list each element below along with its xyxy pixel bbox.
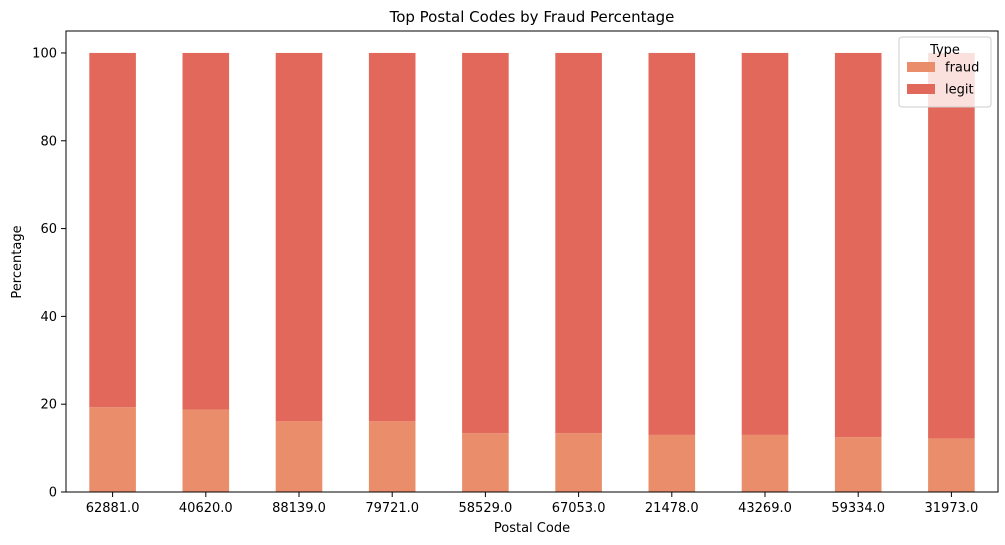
x-tick-label: 21478.0 — [645, 501, 699, 516]
bar-legit-9 — [928, 52, 975, 439]
x-tick-label: 31973.0 — [925, 501, 979, 516]
bars-group — [89, 52, 975, 492]
y-axis: 0 20 40 60 80 100 — [32, 46, 66, 501]
x-tick-label: 88139.0 — [272, 501, 326, 516]
legend-label-fraud: fraud — [945, 61, 979, 76]
bar-legit-4 — [462, 52, 509, 434]
bar-legit-3 — [368, 52, 416, 422]
y-axis-title: Percentage — [10, 225, 25, 298]
bar-fraud-2 — [275, 421, 323, 492]
bar-legit-1 — [182, 52, 230, 410]
legend-items: fraud legit — [907, 61, 979, 98]
legend: Type fraud legit — [898, 36, 992, 108]
bar-fraud-6 — [648, 434, 696, 492]
bar-fraud-7 — [741, 434, 789, 492]
x-tick-label: 67053.0 — [552, 501, 606, 516]
legend-label-legit: legit — [945, 83, 974, 98]
chart-title: Top Postal Codes by Fraud Percentage — [389, 8, 675, 26]
y-tick-label: 20 — [40, 398, 57, 413]
bar-fraud-0 — [89, 407, 136, 492]
y-tick-label: 40 — [40, 310, 57, 325]
bar-fraud-5 — [555, 433, 602, 492]
bar-legit-8 — [834, 52, 882, 438]
x-tick-label: 79721.0 — [365, 501, 419, 516]
x-axis-title: Postal Code — [494, 521, 570, 536]
bar-legit-6 — [648, 52, 696, 435]
legend-swatch-fraud — [907, 62, 935, 72]
x-tick-label: 58529.0 — [459, 501, 513, 516]
legend-title: Type — [929, 43, 960, 58]
bar-fraud-3 — [368, 421, 416, 492]
bar-fraud-9 — [928, 438, 975, 492]
bar-fraud-8 — [834, 437, 882, 492]
bar-fraud-4 — [462, 433, 509, 492]
bar-legit-7 — [741, 52, 789, 435]
bar-legit-2 — [275, 52, 323, 422]
y-tick-label: 60 — [40, 222, 57, 237]
bar-fraud-1 — [182, 409, 230, 492]
plot-frame — [65, 30, 999, 493]
x-tick-label: 59334.0 — [831, 501, 885, 516]
x-tick-label: 43269.0 — [738, 501, 792, 516]
legend-swatch-legit — [907, 84, 935, 94]
y-tick-label: 80 — [40, 134, 57, 149]
y-tick-label: 100 — [32, 46, 57, 61]
x-tick-label: 40620.0 — [179, 501, 233, 516]
x-axis: 62881.0 40620.0 88139.0 79721.0 58529.0 67053… — [86, 492, 979, 516]
y-tick-label: 0 — [49, 486, 57, 501]
x-tick-label: 62881.0 — [86, 501, 140, 516]
bar-legit-0 — [89, 52, 136, 408]
bar-legit-5 — [555, 52, 602, 434]
